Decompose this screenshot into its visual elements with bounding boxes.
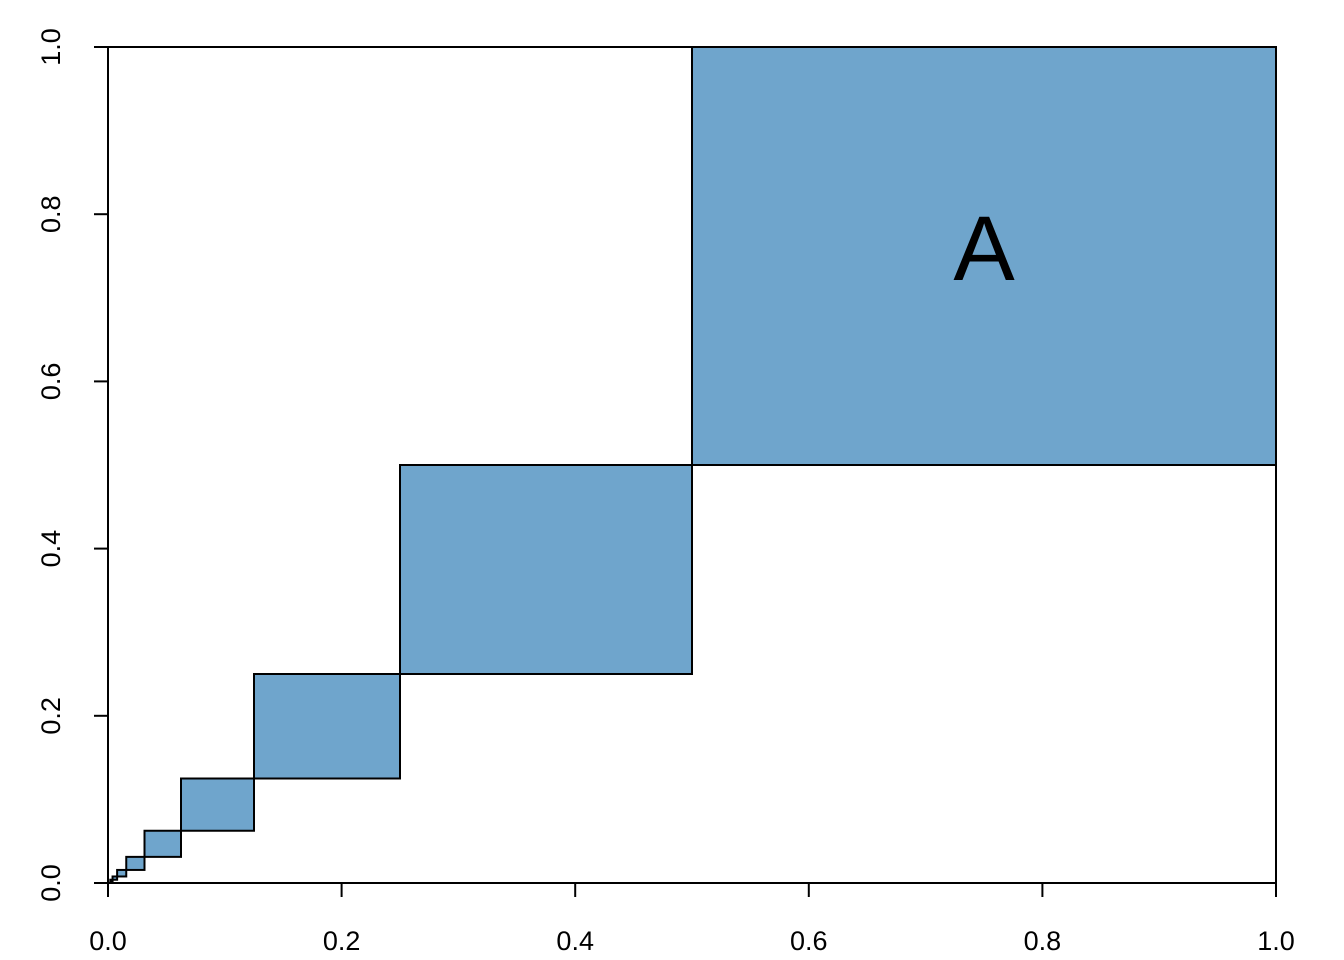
x-tick-label: 0.0	[89, 926, 127, 956]
y-tick-label: 0.8	[36, 195, 66, 233]
y-tick-label: 0.4	[36, 530, 66, 568]
x-tick-label: 0.8	[1024, 926, 1062, 956]
y-tick-label: 0.6	[36, 363, 66, 401]
shaded-rectangle-8	[111, 875, 119, 881]
rectangles-layer	[109, 46, 1277, 883]
x-tick-label: 0.4	[556, 926, 594, 956]
y-tick-label: 0.2	[36, 697, 66, 735]
shaded-rectangle-9	[109, 878, 114, 883]
annotation-label: A	[953, 198, 1015, 300]
shaded-rectangle-2	[399, 464, 693, 675]
y-tick-label: 0.0	[36, 864, 66, 902]
y-axis: 0.0 0.2 0.4 0.6 0.8 1.0	[36, 28, 108, 902]
y-tick-label: 1.0	[36, 28, 66, 66]
shaded-rectangle-6	[125, 855, 146, 871]
shaded-rectangle-5	[143, 829, 182, 858]
x-tick-label: 1.0	[1257, 926, 1295, 956]
x-tick-label: 0.2	[323, 926, 361, 956]
shaded-rectangle-3	[253, 673, 401, 780]
shaded-rectangle-7	[116, 868, 128, 878]
x-tick-label: 0.6	[790, 926, 828, 956]
shaded-rectangle-4	[180, 777, 255, 832]
plot-frame	[107, 46, 1277, 884]
annotations-layer: A	[953, 198, 1015, 300]
shaded-rectangle-1	[691, 46, 1277, 466]
x-axis: 0.0 0.2 0.4 0.6 0.8 1.0	[89, 883, 1295, 956]
